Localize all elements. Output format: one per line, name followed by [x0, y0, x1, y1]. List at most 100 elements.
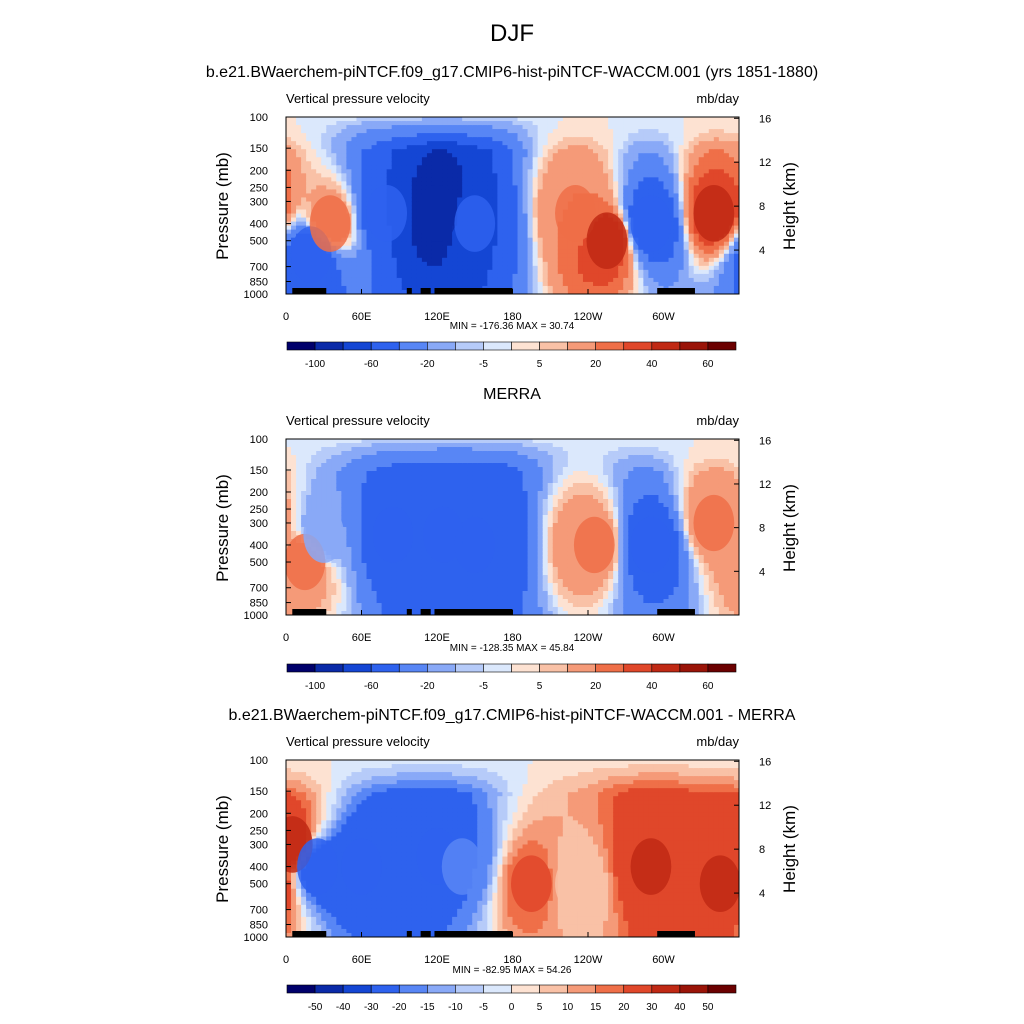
panel-3-xtick-label-4: 120W: [574, 954, 603, 966]
panel-2-xtick-label-5: 60W: [652, 632, 675, 644]
panel-1-topography-2: [406, 288, 412, 294]
panel-3-colorbar-label-5: -10: [448, 1002, 463, 1013]
panel-2-ytick-label-3: 250: [250, 504, 268, 516]
panel-3-colorbar-label-2: -30: [364, 1002, 379, 1013]
panel-1-colorbar-box-8: [511, 341, 540, 351]
panel-1-minmax: MIN = -176.36 MAX = 30.74: [449, 321, 575, 332]
panel-3-left-string: Vertical pressure velocity: [286, 734, 430, 749]
panel-2-y2tick-label-2: 8: [759, 523, 765, 535]
panel-1-ytick-label-7: 700: [250, 262, 268, 274]
panel-2-xtick-label-2: 120E: [424, 632, 450, 644]
panel-2-left-string: Vertical pressure velocity: [286, 413, 430, 428]
panel-1-topography-4: [434, 288, 513, 294]
panel-2-xtick-label-0: 0: [283, 632, 289, 644]
panel-3-colorbar-box-0: [286, 984, 316, 994]
panel-1-ytick-label-3: 250: [250, 182, 268, 194]
panel-3-colorbar-box-12: [623, 984, 653, 994]
panel-2-colorbar-label-1: -60: [364, 681, 379, 692]
panel-1-topography-5: [657, 288, 695, 294]
panel-3-colorbar-box-9: [539, 984, 568, 994]
panel-3-colorbar-box-4: [398, 984, 428, 994]
panel-2-colorbar-box-0: [286, 663, 316, 673]
panel-3-colorbar-box-11: [595, 984, 625, 994]
panel-2-title: MERRA: [483, 386, 541, 403]
panel-2-ytick-label-6: 500: [250, 557, 268, 569]
panel-1-colorbar-label-6: 40: [646, 359, 658, 370]
panel-1-title: b.e21.BWaerchem-piNTCF.f09_g17.CMIP6-his…: [205, 64, 819, 81]
panel-3-colorbar-box-8: [511, 984, 540, 994]
panel-3-ytick-label-3: 250: [250, 825, 268, 837]
panel-1-colorbar: -100 -60 -20 -5 5 20 40 60: [286, 341, 737, 370]
panel-3-colorbar-box-7: [483, 984, 512, 994]
panel-2-colorbar-box-3: [370, 663, 400, 673]
panel-3-ytick-label-4: 300: [250, 839, 268, 851]
panel-3-title: b.e21.BWaerchem-piNTCF.f09_g17.CMIP6-his…: [228, 707, 796, 724]
panel-3-ytick-label-0: 100: [250, 755, 268, 767]
panel-3-feature-2: [341, 838, 382, 895]
panel-2-xtick-label-3: 180: [503, 632, 521, 644]
panel-1-topography-1: [313, 288, 327, 294]
panel-3-colorbar-box-13: [651, 984, 681, 994]
panel-3-colorbar-label-9: 10: [562, 1002, 574, 1013]
panel-2-topography-4: [434, 609, 513, 615]
panel-3-xtick-label-0: 0: [283, 954, 289, 966]
panel-1-feature-8: [693, 184, 735, 242]
panel-2-colorbar-box-2: [342, 663, 372, 673]
panel-2-y2tick-label-1: 12: [759, 479, 771, 491]
panel-3-xtick-label-5: 60W: [652, 954, 675, 966]
panel-1-ytick-label-5: 400: [250, 219, 268, 231]
panel-2-colorbar-box-14: [679, 663, 709, 673]
panel-2-ytick-label-4: 300: [250, 518, 268, 530]
panel-1-units: mb/day: [696, 91, 739, 106]
panel-2-colorbar-box-9: [539, 663, 568, 673]
panel-3-topography-4: [434, 931, 513, 937]
panel-1-xtick-label-3: 180: [503, 311, 521, 323]
panel-2-colorbar-label-3: -5: [479, 681, 488, 692]
panel-3-y2tick-label-2: 8: [759, 844, 765, 856]
panel-3-colorbar-label-12: 30: [646, 1002, 658, 1013]
panel-2-colorbar-box-8: [511, 663, 540, 673]
panel-3-ytick-label-5: 400: [250, 862, 268, 874]
panel-3-feature-1: [297, 838, 338, 895]
panel-3-topography-1: [313, 931, 327, 937]
panel-3-colorbar-label-3: -20: [392, 1002, 407, 1013]
panel-1-colorbar-box-12: [623, 341, 653, 351]
panel-2-colorbar: -100 -60 -20 -5 5 20 40 60: [286, 663, 737, 692]
panel-1-ytick-label-0: 100: [250, 112, 268, 124]
panel-1-colorbar-box-7: [483, 341, 512, 351]
panel-1-ytick-label-6: 500: [250, 236, 268, 248]
panel-1-colorbar-box-0: [286, 341, 316, 351]
panel-1-y2tick-label-1: 12: [759, 157, 771, 169]
panel-3-topography-3: [420, 931, 431, 937]
panel-2-topography-1: [313, 609, 327, 615]
panel-3-topography-0: [292, 931, 318, 937]
panel-1-colorbar-box-2: [342, 341, 372, 351]
panel-2-colorbar-box-13: [651, 663, 681, 673]
panel-2-ytick-label-1: 150: [250, 465, 268, 477]
panel-1-colorbar-label-5: 20: [590, 359, 602, 370]
panel-2-ytick-label-5: 400: [250, 540, 268, 552]
panel-3-feature-7: [630, 838, 672, 895]
panel-3-colorbar-label-4: -15: [420, 1002, 435, 1013]
panel-3-ytick-label-1: 150: [250, 786, 268, 798]
panel-2-colorbar-box-7: [483, 663, 512, 673]
panel-3-feature-8: [699, 855, 739, 913]
panel-2-colorbar-label-0: -100: [305, 681, 325, 692]
panel-3-units: mb/day: [696, 734, 739, 749]
panel-2-colorbar-label-4: 5: [537, 681, 543, 692]
panel-2-feature-7: [693, 494, 735, 552]
panel-2-xtick-label-1: 60E: [352, 632, 372, 644]
panel-1-colorbar-box-9: [539, 341, 568, 351]
panel-2-y2tick-label-3: 4: [759, 566, 765, 578]
panel-3-ytick-label-7: 700: [250, 905, 268, 917]
panel-1-feature-2: [366, 184, 408, 242]
panel-1-feature-1: [309, 195, 351, 252]
panel-3-ytick-label-6: 500: [250, 879, 268, 891]
panel-1-colorbar-label-0: -100: [305, 359, 325, 370]
panel-3-xtick-label-3: 180: [503, 954, 521, 966]
panel-2-colorbar-label-5: 20: [590, 681, 602, 692]
panel-1-colorbar-box-10: [567, 341, 596, 351]
